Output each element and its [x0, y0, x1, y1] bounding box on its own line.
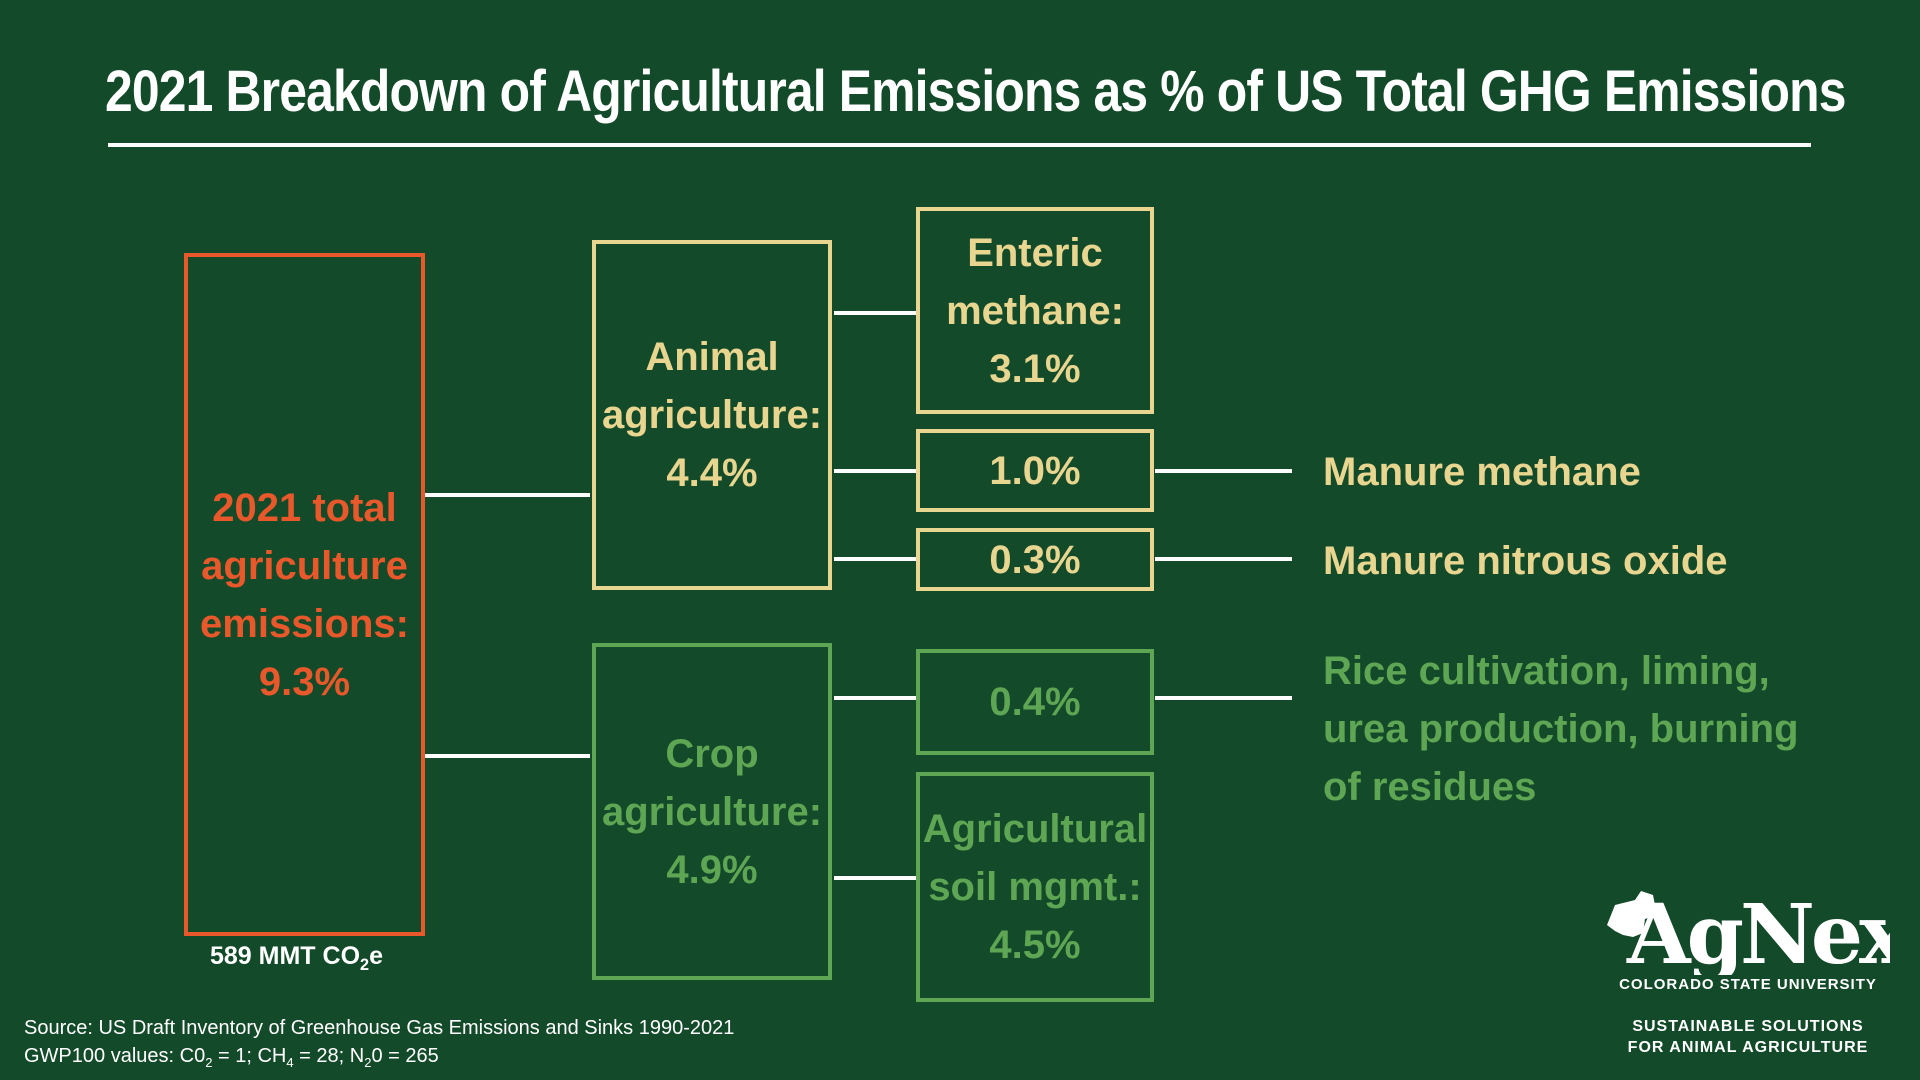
rice-cultivation-box: 0.4% [916, 649, 1154, 755]
connector-total-crop [425, 754, 590, 758]
manure-methane-box: 1.0% [916, 429, 1154, 512]
manure-n2o-value: 0.3% [989, 537, 1081, 582]
soil-line-2: soil mgmt.: [928, 865, 1142, 909]
crop-agriculture-box: Crop agriculture: 4.9% [592, 643, 832, 980]
animal-line-1: Animal [645, 335, 779, 379]
gwp-sub-3: 2 [364, 1055, 372, 1070]
agnext-wordmark: AgNext [1607, 887, 1890, 975]
logo-tagline-2: FOR ANIMAL AGRICULTURE [1627, 1039, 1869, 1056]
crop-line-1: Crop [665, 731, 759, 776]
rice-label-line-2: urea production, burning [1323, 707, 1799, 751]
connector-crop-soil [834, 876, 917, 880]
animal-line-2: agriculture: [601, 393, 823, 437]
animal-agriculture-box: Animal agriculture: 4.4% [592, 240, 832, 590]
rice-cultivation-value: 0.4% [989, 680, 1081, 724]
rice-label-line-3: of residues [1323, 765, 1537, 809]
total-emissions-box: 2021 total agriculture emissions: 9.3% [184, 253, 425, 936]
soil-line-3: 4.5% [989, 923, 1081, 967]
gwp-part-4: 0 = 265 [371, 1045, 439, 1067]
source-line-1: Source: US Draft Inventory of Greenhouse… [24, 1017, 735, 1039]
gwp-sub-2: 4 [286, 1055, 294, 1070]
manure-n2o-box: 0.3% [916, 528, 1154, 591]
manure-methane-label: Manure methane [1323, 450, 1641, 494]
connector-rice-label [1155, 696, 1292, 700]
total-line-3: emissions: [200, 601, 409, 646]
gwp-sub-1: 2 [205, 1055, 213, 1070]
logo-tagline-1: SUSTAINABLE SOLUTIONS [1632, 1018, 1864, 1035]
enteric-line-3: 3.1% [989, 346, 1081, 391]
gwp-part-3: = 28; N [293, 1045, 365, 1067]
animal-line-3: 4.4% [666, 451, 758, 495]
connector-crop-rice [834, 696, 917, 700]
total-note-prefix: 589 MMT CO [210, 942, 361, 970]
total-mmt-note: 589 MMT CO2e [210, 942, 383, 975]
source-line-2: GWP100 values: C02 = 1; CH4 = 28; N20 = … [24, 1045, 439, 1070]
manure-methane-value: 1.0% [989, 448, 1081, 493]
enteric-methane-box: Enteric methane: 3.1% [916, 207, 1154, 414]
soil-management-box: Agricultural soil mgmt.: 4.5% [916, 772, 1154, 1002]
total-line-4: 9.3% [258, 659, 351, 704]
total-line-2: agriculture [201, 543, 408, 588]
manure-n2o-label: Manure nitrous oxide [1323, 539, 1728, 583]
logo-university: COLORADO STATE UNIVERSITY [1619, 976, 1877, 993]
connector-manure-methane-label [1155, 469, 1292, 473]
gwp-part-1: GWP100 values: C0 [24, 1045, 206, 1067]
connector-manure-n2o-label [1155, 557, 1292, 561]
rice-cultivation-label: Rice cultivation, liming, urea productio… [1323, 642, 1799, 816]
title-divider [108, 143, 1811, 147]
connector-animal-manure-methane [834, 469, 917, 473]
page-title: 2021 Breakdown of Agricultural Emissions… [105, 59, 1846, 124]
total-note-sub: 2 [360, 956, 370, 974]
crop-line-3: 4.9% [666, 847, 758, 892]
gwp-part-2: = 1; CH [212, 1045, 287, 1067]
rice-label-line-1: Rice cultivation, liming, [1323, 649, 1770, 693]
total-note-suffix: e [369, 942, 383, 970]
enteric-line-1: Enteric [967, 230, 1103, 275]
agnext-wordmark-text: AgNext [1626, 887, 1890, 975]
connector-animal-manure-n2o [834, 557, 917, 561]
crop-line-2: agriculture: [601, 789, 823, 834]
connector-animal-enteric [834, 311, 917, 315]
enteric-line-2: methane: [946, 288, 1124, 333]
total-line-1: 2021 total [212, 485, 397, 530]
connector-total-animal [425, 493, 590, 497]
soil-line-1: Agricultural [922, 807, 1148, 851]
